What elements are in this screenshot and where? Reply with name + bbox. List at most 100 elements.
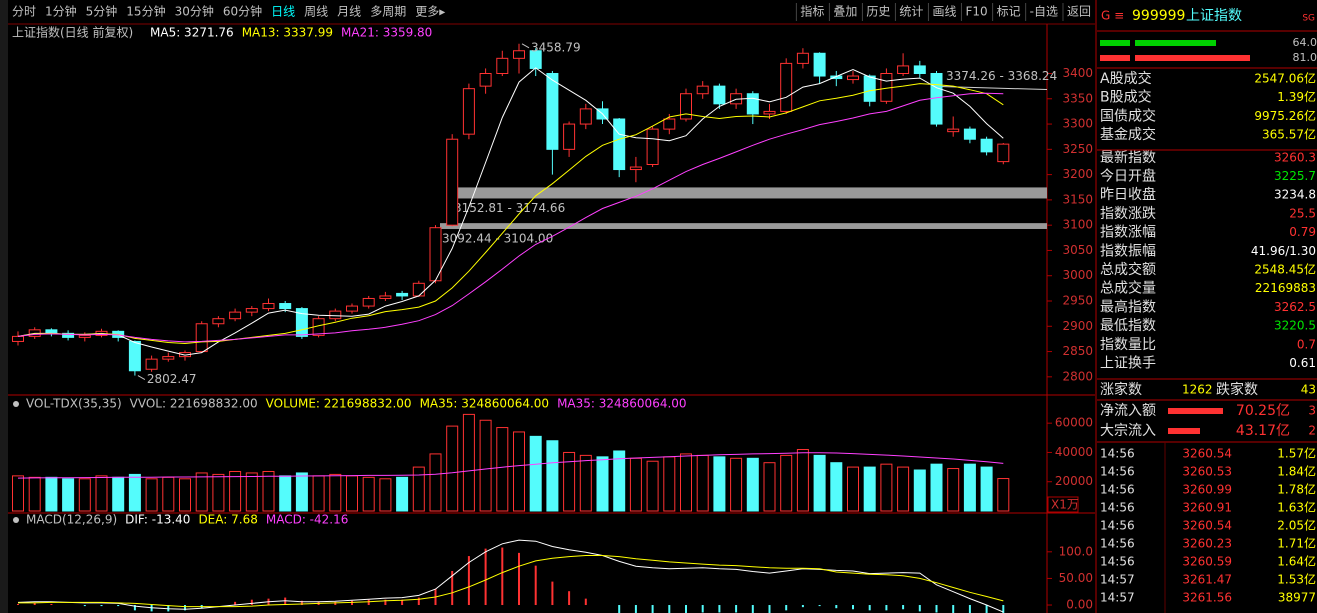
toolbar-button[interactable]: 统计: [899, 5, 923, 19]
ma-line: [17, 67, 1004, 356]
candle-body: [913, 65, 926, 74]
toolbar-button[interactable]: 月线: [337, 5, 361, 19]
candle-body: [295, 308, 308, 337]
volume-bar: [45, 476, 58, 512]
quote-label: 总成交额: [1100, 261, 1156, 278]
tick-time: 14:56: [1100, 447, 1135, 461]
toolbar-button[interactable]: 60分钟: [223, 4, 262, 19]
toolbar-button[interactable]: 指标: [800, 4, 824, 19]
y-tick-label: 50.00: [1059, 571, 1093, 585]
trend-label: 3374.26 - 3368.24: [946, 69, 1057, 83]
candle-body: [162, 356, 175, 360]
candle-body: [813, 52, 826, 77]
panel-toggle[interactable]: [13, 401, 19, 407]
quote-value: 3234.8: [1274, 188, 1316, 202]
volume-bar: [412, 466, 425, 512]
candle-body: [513, 50, 525, 59]
toolbar-button[interactable]: 30分钟: [175, 4, 214, 19]
point-leader: [137, 375, 146, 381]
indicator-label: MA21: 3359.80: [341, 26, 432, 40]
quote-value: 41.96/1.30: [1251, 244, 1316, 258]
candle-body: [462, 88, 475, 135]
panel-toggle[interactable]: [13, 517, 19, 523]
toolbar-button[interactable]: 1分钟: [45, 4, 77, 19]
price-band: [452, 187, 1047, 199]
candle-body: [780, 62, 793, 112]
tick-time: 14:56: [1100, 519, 1135, 533]
toolbar-button[interactable]: F10: [965, 5, 987, 19]
flow-label: 净流入额: [1100, 403, 1156, 419]
indicator-label: DEA: 7.68: [198, 513, 257, 527]
quote-value: 2548.45亿: [1254, 262, 1316, 277]
volume-bar: [229, 470, 242, 512]
volume-bar: [629, 457, 642, 512]
toolbar-button[interactable]: -自选: [1030, 5, 1058, 19]
volume-bar: [379, 478, 392, 512]
quote-label: 总成交量: [1100, 280, 1156, 297]
candle-body: [479, 73, 492, 87]
volume-bar: [796, 449, 809, 512]
meter: [1135, 40, 1216, 46]
candle-body: [145, 358, 158, 370]
tick-price: 3260.23: [1182, 537, 1232, 551]
y-tick-label: 2850: [1062, 344, 1093, 358]
volume-bar: [780, 454, 793, 512]
volume-bar: [546, 440, 559, 512]
toolbar-button[interactable]: 多周期: [370, 5, 406, 19]
y-tick-label: 60000: [1055, 416, 1093, 430]
volume-bar: [245, 472, 258, 512]
candle-body: [746, 93, 759, 115]
y-tick-label: 3400: [1062, 66, 1093, 80]
indicator-label: DIF: -13.40: [125, 513, 190, 527]
quote-value: 3220.5: [1274, 319, 1316, 333]
meter-value: 64.0: [1293, 36, 1317, 49]
toolbar-button[interactable]: 返回: [1067, 5, 1091, 19]
toolbar-button[interactable]: 分时: [12, 5, 36, 19]
toolbar-button[interactable]: 标记: [997, 5, 1021, 19]
tick-price: 3260.99: [1182, 483, 1232, 497]
toolbar-button[interactable]: 周线: [304, 5, 328, 19]
candle-body: [396, 292, 409, 297]
tick-volume: 1.71亿: [1277, 536, 1316, 551]
flow-bar: [1168, 428, 1200, 434]
y-tick-label: 2950: [1062, 294, 1093, 308]
toolbar-button[interactable]: 叠加: [833, 5, 857, 19]
quote-label: 昨日收盘: [1100, 186, 1156, 203]
meter-value: 81.0: [1293, 51, 1317, 64]
volume-bar: [863, 466, 876, 512]
candle-body: [412, 282, 425, 297]
tick-volume: 1.84亿: [1277, 464, 1316, 479]
quote-label: 指数量比: [1100, 337, 1156, 353]
flow-value: 70.25亿: [1236, 403, 1290, 419]
toolbar-button[interactable]: 历史: [866, 5, 890, 19]
toolbar-button[interactable]: 画线: [932, 5, 956, 19]
candle-body: [680, 93, 692, 120]
side-tabs[interactable]: [0, 0, 8, 613]
toolbar-button[interactable]: 5分钟: [86, 4, 118, 19]
candle-body: [947, 128, 960, 133]
y-tick-label: 20000: [1055, 474, 1093, 488]
dea-line: [18, 555, 1004, 608]
quote-value: 0.7: [1297, 337, 1316, 351]
y-tick-label: 3100: [1062, 218, 1093, 232]
y-tick-label: 3200: [1062, 167, 1093, 181]
volume-bar: [279, 475, 292, 512]
toolbar-button[interactable]: 日线: [271, 5, 295, 19]
tick-price: 3260.91: [1182, 501, 1232, 515]
candle-body: [229, 311, 242, 320]
candle-body: [379, 295, 392, 299]
quote-label: 最低指数: [1100, 318, 1156, 334]
volume-bar: [62, 478, 75, 512]
breadth-label: 涨家数: [1100, 381, 1142, 398]
toolbar-button[interactable]: 更多▸: [415, 5, 445, 19]
flow-extra: 3: [1308, 404, 1316, 418]
quote-value: 3260.3: [1274, 150, 1316, 164]
volume-bar: [663, 456, 676, 512]
volume-bar: [963, 463, 976, 512]
volume-bar: [913, 469, 926, 512]
quote-code: 999999: [1132, 8, 1185, 24]
point-label: 2802.47: [147, 372, 197, 386]
tick-time: 14:57: [1100, 573, 1135, 587]
toolbar-button[interactable]: 15分钟: [126, 4, 165, 19]
volume-bar: [112, 476, 125, 512]
